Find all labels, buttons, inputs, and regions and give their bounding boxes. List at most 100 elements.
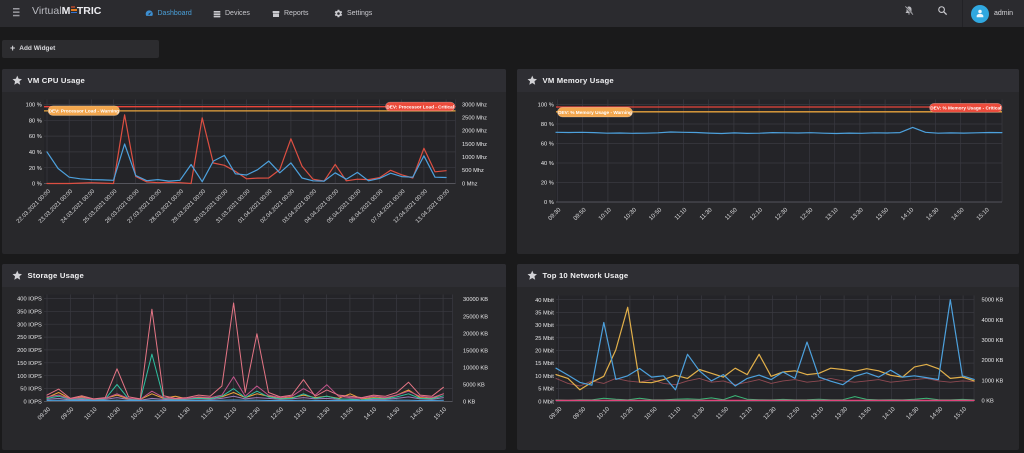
svg-text:100 %: 100 % [538,103,554,109]
svg-text:60 %: 60 % [541,142,554,148]
svg-text:11:30: 11:30 [692,405,707,420]
svg-text:14:50: 14:50 [929,405,944,420]
svg-text:12:30: 12:30 [763,405,778,420]
svg-text:14:30: 14:30 [387,406,402,421]
svg-text:25000 KB: 25000 KB [463,314,488,320]
svg-text:11:50: 11:50 [200,406,215,421]
svg-text:20 %: 20 % [29,166,42,172]
svg-text:10:10: 10:10 [84,406,99,421]
svg-text:250 IOPS: 250 IOPS [17,335,42,341]
svg-text:14:50: 14:50 [410,406,425,421]
svg-text:25 Mbit: 25 Mbit [535,335,554,341]
svg-text:DEV: % Memory Usage - Warning: DEV: % Memory Usage - Warning [558,110,632,115]
svg-text:10:50: 10:50 [648,207,663,222]
svg-text:0 IOPS: 0 IOPS [23,399,42,405]
svg-text:10:30: 10:30 [623,207,638,222]
svg-text:100 IOPS: 100 IOPS [17,373,42,379]
svg-text:10 Mbit: 10 Mbit [535,373,554,379]
svg-text:DEV: % Memory Usage - Critical: DEV: % Memory Usage - Critical [930,106,1001,111]
svg-text:20000 KB: 20000 KB [463,331,488,337]
svg-text:11:10: 11:10 [154,406,169,421]
svg-text:09:30: 09:30 [548,207,563,222]
svg-text:2000 Mhz: 2000 Mhz [462,129,487,135]
svg-text:2500 Mhz: 2500 Mhz [462,116,487,122]
svg-text:400 IOPS: 400 IOPS [17,296,42,302]
svg-text:15000 KB: 15000 KB [463,348,488,354]
svg-text:DEV: Processor Load - Warning: DEV: Processor Load - Warning [49,109,120,114]
svg-text:500 Mhz: 500 Mhz [462,168,484,174]
svg-text:13:10: 13:10 [293,406,308,421]
svg-text:11:10: 11:10 [668,405,683,420]
svg-text:10000 KB: 10000 KB [463,365,488,371]
svg-text:1500 Mhz: 1500 Mhz [462,142,487,148]
svg-text:12:10: 12:10 [749,207,764,222]
svg-text:1000 KB: 1000 KB [982,378,1004,384]
svg-text:300 IOPS: 300 IOPS [17,322,42,328]
svg-text:20 %: 20 % [541,181,554,187]
svg-text:150 IOPS: 150 IOPS [17,360,42,366]
svg-text:3000 KB: 3000 KB [982,338,1004,344]
svg-text:12:30: 12:30 [247,406,262,421]
svg-text:0 KB: 0 KB [982,398,995,404]
svg-text:5000 KB: 5000 KB [982,297,1004,303]
svg-text:13:50: 13:50 [858,405,873,420]
svg-text:11:10: 11:10 [674,207,689,222]
svg-text:0 Mhz: 0 Mhz [462,181,478,187]
svg-text:35 Mbit: 35 Mbit [535,310,554,316]
svg-text:09:50: 09:50 [572,405,587,420]
svg-text:15:10: 15:10 [433,406,448,421]
svg-text:40 Mbit: 40 Mbit [535,297,554,303]
svg-text:14:10: 14:10 [363,406,378,421]
svg-text:13:50: 13:50 [875,207,890,222]
svg-text:13:30: 13:30 [317,406,332,421]
svg-text:30000 KB: 30000 KB [463,297,488,303]
svg-text:11:50: 11:50 [724,207,739,222]
svg-text:0 Mbit: 0 Mbit [538,399,554,405]
svg-text:3000 Mhz: 3000 Mhz [462,102,487,108]
svg-text:80 %: 80 % [29,118,42,124]
svg-text:20 Mbit: 20 Mbit [535,348,554,354]
svg-text:200 IOPS: 200 IOPS [17,348,42,354]
svg-text:13:10: 13:10 [810,405,825,420]
svg-text:30 Mbit: 30 Mbit [535,323,554,329]
svg-text:09:50: 09:50 [573,207,588,222]
svg-text:50 IOPS: 50 IOPS [20,386,42,392]
svg-text:40 %: 40 % [29,150,42,156]
svg-text:0 %: 0 % [32,182,42,188]
svg-text:10:50: 10:50 [644,405,659,420]
svg-text:13:30: 13:30 [834,405,849,420]
svg-text:10:10: 10:10 [596,405,611,420]
svg-text:2000 KB: 2000 KB [982,358,1004,364]
svg-text:5000 KB: 5000 KB [463,382,485,388]
svg-text:11:30: 11:30 [177,406,192,421]
svg-text:350 IOPS: 350 IOPS [17,309,42,315]
svg-text:09:30: 09:30 [549,405,564,420]
svg-text:14:30: 14:30 [926,207,941,222]
svg-text:11:50: 11:50 [715,405,730,420]
svg-text:10:30: 10:30 [107,406,122,421]
svg-text:12:10: 12:10 [739,405,754,420]
svg-text:0 %: 0 % [544,200,554,206]
svg-text:13:10: 13:10 [825,207,840,222]
svg-text:13:30: 13:30 [850,207,865,222]
svg-text:DEV: Processor Load - Critical: DEV: Processor Load - Critical [386,104,454,109]
svg-text:12:50: 12:50 [800,207,815,222]
svg-text:0 KB: 0 KB [463,399,476,405]
svg-text:13:50: 13:50 [340,406,355,421]
svg-text:80 %: 80 % [541,122,554,128]
svg-text:14:50: 14:50 [951,207,966,222]
svg-text:10:10: 10:10 [598,207,613,222]
svg-text:100 %: 100 % [26,103,42,109]
svg-text:14:30: 14:30 [906,405,921,420]
svg-text:4000 KB: 4000 KB [982,317,1004,323]
svg-text:14:10: 14:10 [900,207,915,222]
svg-text:60 %: 60 % [29,134,42,140]
svg-text:10:30: 10:30 [620,405,635,420]
svg-text:12:50: 12:50 [270,406,285,421]
svg-text:14:10: 14:10 [882,405,897,420]
svg-text:09:30: 09:30 [37,406,52,421]
svg-text:11:30: 11:30 [699,207,714,222]
svg-text:40 %: 40 % [541,161,554,167]
svg-text:5 Mbit: 5 Mbit [538,386,554,392]
svg-text:10:50: 10:50 [130,406,145,421]
